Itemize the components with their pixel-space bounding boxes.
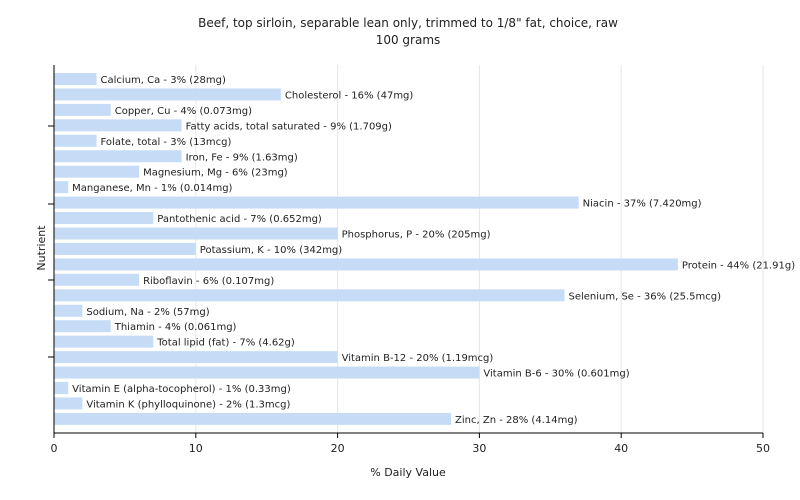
- x-axis-label: % Daily Value: [370, 466, 446, 479]
- bar-label-14: Selenium, Se - 36% (25.5mcg): [568, 291, 721, 302]
- bar-labels-group: Calcium, Ca - 3% (28mg) Cholesterol - 16%…: [72, 75, 795, 426]
- bar-label-8: Niacin - 37% (7.420mg): [583, 199, 702, 210]
- bar-8: [54, 196, 579, 209]
- chart-subtitle: 100 grams: [376, 33, 441, 47]
- x-tick-label-20: 20: [331, 442, 345, 455]
- bars-group: [54, 73, 678, 425]
- bar-label-20: Vitamin E (alpha-tocopherol) - 1% (0.33m…: [72, 384, 291, 395]
- y-axis-label: Nutrient: [35, 225, 48, 271]
- bar-20: [54, 382, 69, 394]
- bar-label-12: Protein - 44% (21.91g): [682, 260, 795, 271]
- bar-7: [54, 181, 69, 194]
- bar-22: [54, 412, 452, 425]
- bar-label-16: Thiamin - 4% (0.061mg): [114, 322, 237, 333]
- bar-19: [54, 366, 480, 379]
- chart-title: Beef, top sirloin, separable lean only, …: [198, 16, 618, 30]
- bar-label-0: Calcium, Ca - 3% (28mg): [101, 75, 226, 86]
- bar-1: [54, 88, 281, 101]
- bar-2: [54, 103, 111, 116]
- bar-15: [54, 304, 83, 317]
- x-tick-label-0: 0: [51, 442, 58, 455]
- bar-11: [54, 242, 196, 255]
- bar-label-3: Fatty acids, total saturated - 9% (1.709…: [186, 121, 392, 132]
- bar-label-9: Pantothenic acid - 7% (0.652mg): [157, 214, 322, 225]
- bar-label-17: Total lipid (fat) - 7% (4.62g): [156, 338, 295, 349]
- bar-label-18: Vitamin B-12 - 20% (1.19mcg): [342, 353, 494, 364]
- bar-label-2: Copper, Cu - 4% (0.073mg): [115, 106, 252, 117]
- bar-label-6: Magnesium, Mg - 6% (23mg): [143, 168, 288, 179]
- bar-label-19: Vitamin B-6 - 30% (0.601mg): [483, 369, 629, 380]
- bar-label-21: Vitamin K (phylloquinone) - 2% (1.3mcg): [86, 399, 290, 410]
- x-tick-label-10: 10: [189, 442, 203, 455]
- bar-label-4: Folate, total - 3% (13mcg): [101, 137, 232, 148]
- x-tick-label-50: 50: [756, 442, 770, 455]
- bar-16: [54, 320, 111, 333]
- bar-5: [54, 150, 182, 163]
- bar-4: [54, 134, 97, 147]
- bar-9: [54, 212, 154, 225]
- bar-18: [54, 351, 338, 364]
- bar-0: [54, 73, 97, 85]
- bar-label-5: Iron, Fe - 9% (1.63mg): [186, 152, 298, 163]
- bar-10: [54, 227, 338, 240]
- bar-label-15: Sodium, Na - 2% (57mg): [86, 307, 209, 318]
- bar-13: [54, 273, 140, 286]
- bar-12: [54, 258, 678, 271]
- bar-3: [54, 119, 182, 132]
- x-tick-label-40: 40: [614, 442, 628, 455]
- bar-label-1: Cholesterol - 16% (47mg): [285, 90, 414, 101]
- bar-21: [54, 397, 83, 410]
- bar-label-11: Potassium, K - 10% (342mg): [200, 245, 342, 256]
- bar-label-7: Manganese, Mn - 1% (0.014mg): [72, 183, 232, 194]
- bar-label-22: Zinc, Zn - 28% (4.14mg): [455, 415, 578, 426]
- x-tick-label-30: 30: [472, 442, 486, 455]
- bar-6: [54, 165, 140, 178]
- axes-group: 0 10 20 30 40 50: [48, 65, 770, 455]
- bar-label-10: Phosphorus, P - 20% (205mg): [342, 230, 491, 241]
- bar-label-13: Riboflavin - 6% (0.107mg): [143, 276, 274, 287]
- bar-17: [54, 335, 154, 348]
- bar-14: [54, 289, 565, 302]
